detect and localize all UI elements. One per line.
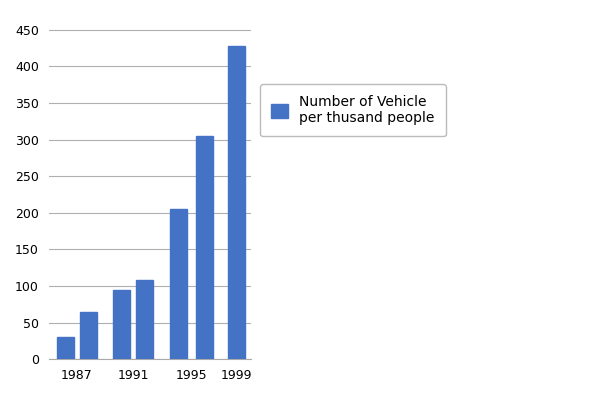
Legend: Number of Vehicle
per thusand people: Number of Vehicle per thusand people (260, 84, 446, 136)
Bar (113, 290, 130, 359)
Bar (196, 136, 213, 359)
Bar (170, 209, 187, 359)
Bar (228, 46, 245, 359)
Bar (57, 337, 74, 359)
Bar (136, 280, 153, 359)
Bar (80, 312, 97, 359)
